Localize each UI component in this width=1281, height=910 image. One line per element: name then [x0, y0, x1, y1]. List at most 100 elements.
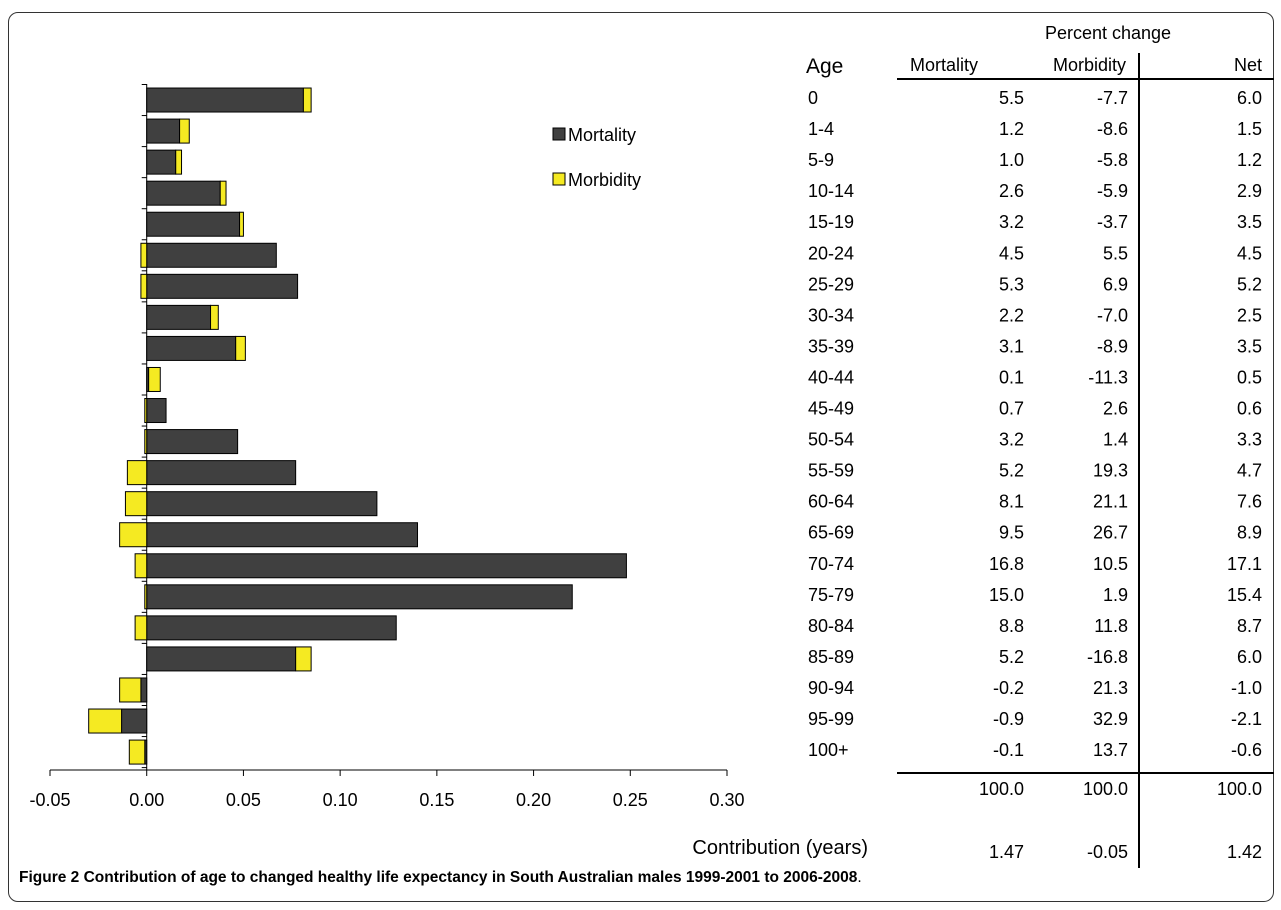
bar-morbidity [210, 304, 219, 330]
table-cell-mortality: 1.2 [999, 119, 1024, 139]
bar-morbidity [144, 398, 148, 424]
table-cell-mortality: -0.2 [993, 678, 1024, 698]
bar-mortality [146, 335, 237, 361]
table-cell-net: 3.3 [1237, 430, 1262, 450]
table-cell-morbidity: 21.3 [1093, 678, 1128, 698]
table-contribution: -0.05 [1087, 842, 1128, 862]
x-tick-label: 0.15 [419, 790, 454, 810]
bar-morbidity [148, 366, 161, 392]
table-cell-mortality: -0.9 [993, 709, 1024, 729]
table-cell-mortality: 2.2 [999, 305, 1024, 325]
table-contribution: 1.42 [1227, 842, 1262, 862]
table-cell-age: 10-14 [808, 181, 854, 201]
table-group-header: Percent change [1045, 23, 1171, 43]
bar-morbidity [134, 615, 148, 641]
bar-morbidity [179, 118, 190, 144]
x-tick-label: -0.05 [29, 790, 70, 810]
bar-mortality [146, 180, 221, 206]
table-cell-mortality: 3.2 [999, 212, 1024, 232]
bar-mortality [140, 677, 148, 703]
table-cell-net: 1.5 [1237, 119, 1262, 139]
table-cell-net: 17.1 [1227, 554, 1262, 574]
bar-mortality [146, 242, 277, 268]
table-cell-morbidity: -3.7 [1097, 212, 1128, 232]
table-cell-age: 1-4 [808, 119, 834, 139]
table-cell-morbidity: -7.0 [1097, 305, 1128, 325]
table-contribution: 1.47 [989, 842, 1024, 862]
table-cell-morbidity: -16.8 [1087, 647, 1128, 667]
table-cell-net: 0.5 [1237, 367, 1262, 387]
legend-swatch [552, 172, 566, 186]
table-cell-age: 20-24 [808, 243, 854, 263]
figure-caption-suffix: . [857, 869, 862, 886]
bar-mortality [146, 304, 212, 330]
table-cell-mortality: 5.3 [999, 274, 1024, 294]
table-cell-age: 25-29 [808, 274, 854, 294]
table-cell-net: -1.0 [1231, 678, 1262, 698]
table-cell-age: 80-84 [808, 616, 854, 636]
bar-morbidity [119, 522, 148, 548]
table-cell-net: 0.6 [1237, 399, 1262, 419]
table-cell-age: 50-54 [808, 430, 854, 450]
bar-mortality [146, 273, 299, 299]
table-cell-age: 40-44 [808, 367, 854, 387]
table-cell-morbidity: 6.9 [1103, 274, 1128, 294]
table-cell-morbidity: -11.3 [1088, 367, 1128, 387]
table-cell-age: 55-59 [808, 461, 854, 481]
table-cell-net: 3.5 [1237, 212, 1262, 232]
bar-mortality [146, 211, 241, 237]
bar-mortality [121, 708, 148, 734]
table-cell-mortality: 3.1 [999, 336, 1024, 356]
table-cell-net: 5.2 [1237, 274, 1262, 294]
table-cell-morbidity: 26.7 [1093, 523, 1128, 543]
figure-frame [8, 12, 1274, 902]
table-cell-net: 4.5 [1237, 243, 1262, 263]
table-cell-net: 1.2 [1237, 150, 1262, 170]
table-cell-mortality: 4.5 [999, 243, 1024, 263]
table-cell-morbidity: 19.3 [1093, 461, 1128, 481]
table-cell-morbidity: 5.5 [1103, 243, 1128, 263]
table-cell-mortality: 8.8 [999, 616, 1024, 636]
table-cell-age: 0 [808, 88, 818, 108]
bar-mortality [146, 398, 167, 424]
table-cell-net: 8.7 [1237, 616, 1262, 636]
table-cell-morbidity: 1.4 [1103, 430, 1128, 450]
bar-mortality [146, 118, 181, 144]
table-cell-age: 65-69 [808, 523, 854, 543]
table-total: 100.0 [979, 779, 1024, 799]
table-cell-age: 95-99 [808, 709, 854, 729]
table-cell-mortality: -0.1 [993, 740, 1024, 760]
figure-caption-text: Contribution of age to changed healthy l… [83, 869, 858, 886]
bar-morbidity [126, 460, 148, 486]
x-tick-label: 0.20 [516, 790, 551, 810]
table-cell-mortality: 9.5 [999, 523, 1024, 543]
table-cell-age: 60-64 [808, 492, 854, 512]
table-col-header: Morbidity [1053, 55, 1126, 75]
table-total: 100.0 [1217, 779, 1262, 799]
bar-mortality [146, 615, 397, 641]
table-age-header: Age [806, 55, 843, 78]
bar-mortality [146, 553, 627, 579]
data-table: Percent change Age Mortality Morbidity Net 0 5… [692, 23, 1274, 868]
bar-mortality [146, 522, 419, 548]
bar-morbidity [88, 708, 123, 734]
bar-mortality [146, 584, 573, 610]
table-cell-morbidity: -8.6 [1097, 119, 1128, 139]
chart-bars [88, 87, 627, 765]
bar-morbidity [124, 491, 148, 517]
bar-morbidity [295, 646, 312, 672]
x-tick-label: 0.10 [323, 790, 358, 810]
table-cell-morbidity: 13.7 [1093, 740, 1128, 760]
bar-morbidity [239, 211, 244, 237]
table-cell-morbidity: 21.1 [1093, 492, 1128, 512]
table-cell-net: 4.7 [1237, 461, 1262, 481]
table-cell-age: 70-74 [808, 554, 854, 574]
table-cell-mortality: 3.2 [999, 430, 1024, 450]
table-cell-mortality: 16.8 [989, 554, 1024, 574]
bar-morbidity [302, 87, 312, 113]
table-total: 100.0 [1083, 779, 1128, 799]
bar-morbidity [128, 739, 146, 765]
table-cell-morbidity: -5.9 [1097, 181, 1128, 201]
table-cell-age: 85-89 [808, 647, 854, 667]
